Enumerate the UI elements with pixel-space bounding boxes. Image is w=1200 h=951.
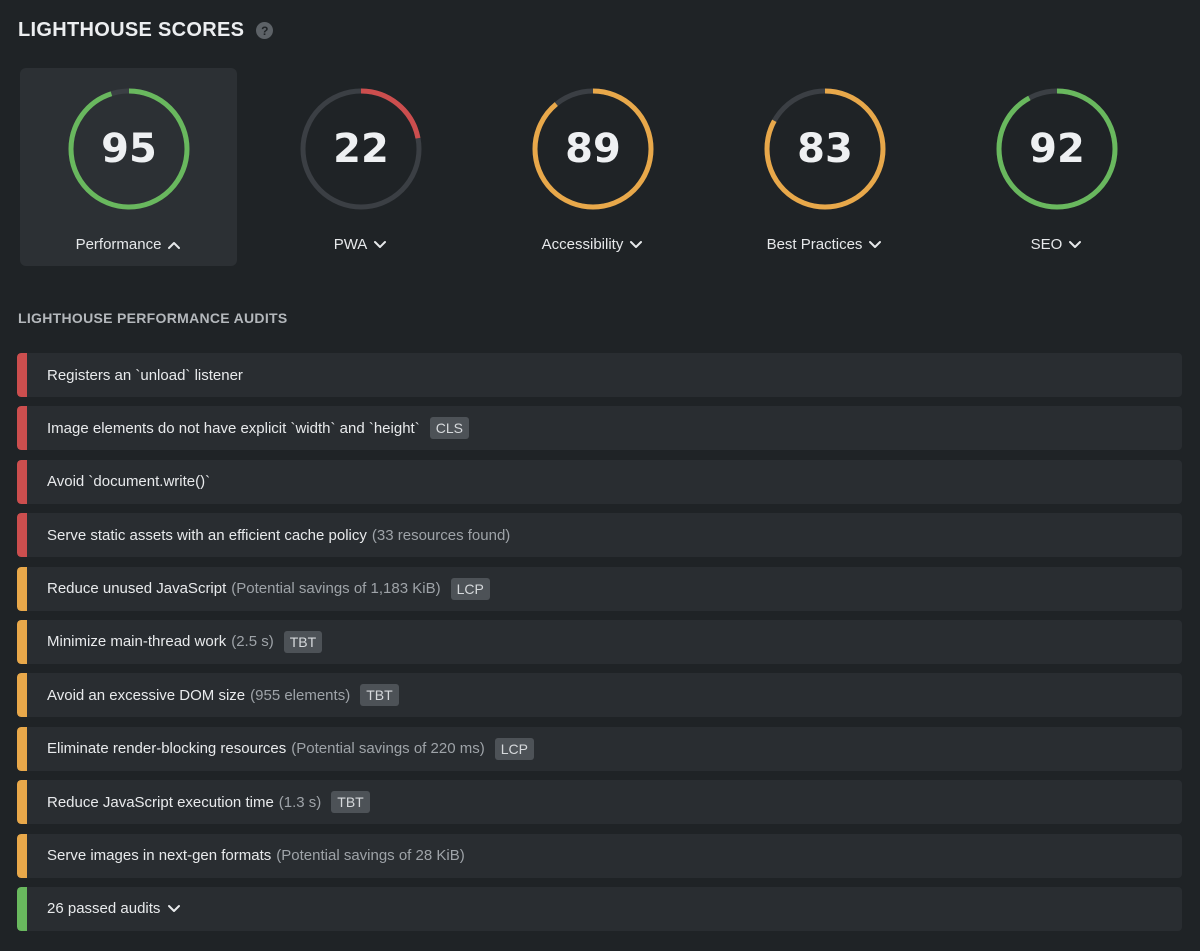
chevron-down-icon xyxy=(868,240,882,250)
audits-section-title: LIGHTHOUSE PERFORMANCE AUDITS xyxy=(18,310,288,326)
score-label-text: PWA xyxy=(333,236,368,253)
audit-title: Reduce unused JavaScript xyxy=(47,580,227,598)
metric-tag: CLS xyxy=(429,417,469,440)
status-bar xyxy=(17,886,27,931)
score-card-accessibility[interactable]: 89 Accessibility xyxy=(484,68,701,266)
audit-detail: (Potential savings of 220 ms) xyxy=(291,740,485,758)
passed-audits-label: 26 passed audits xyxy=(47,900,161,918)
gauge-ring xyxy=(68,88,190,210)
audit-row[interactable]: Serve images in next-gen formats (Potent… xyxy=(17,833,1182,878)
chevron-down-icon xyxy=(629,240,643,250)
metric-tag: LCP xyxy=(494,737,534,760)
audit-title: Minimize main-thread work xyxy=(47,633,227,651)
audit-title: Serve static assets with an efficient ca… xyxy=(47,526,367,544)
gauge-ring xyxy=(996,88,1118,210)
status-bar xyxy=(17,566,27,611)
audit-row[interactable]: Minimize main-thread work (2.5 s) TBT xyxy=(17,619,1182,664)
score-label: PWA xyxy=(252,236,469,253)
score-gauge: 95 xyxy=(68,88,190,210)
audit-row[interactable]: Avoid `document.write()` xyxy=(17,459,1182,504)
audit-detail: (1.3 s) xyxy=(278,793,322,811)
score-value: 95 xyxy=(101,126,157,172)
audit-detail: (Potential savings of 1,183 KiB) xyxy=(231,580,441,598)
metric-tag: LCP xyxy=(450,577,490,600)
score-label-text: SEO xyxy=(1030,236,1063,253)
status-bar xyxy=(17,780,27,825)
score-value: 89 xyxy=(565,126,621,172)
score-cards: 95 Performance 22 PWA xyxy=(20,68,1180,266)
score-gauge: 92 xyxy=(996,88,1118,210)
chevron-down-icon xyxy=(167,904,181,914)
gauge-ring xyxy=(300,88,422,210)
status-bar xyxy=(17,353,27,397)
score-label-text: Performance xyxy=(75,236,162,253)
passed-audits-toggle[interactable]: 26 passed audits xyxy=(17,886,1182,931)
score-card-best-practices[interactable]: 83 Best Practices xyxy=(716,68,933,266)
metric-tag: TBT xyxy=(283,630,323,653)
chevron-up-icon xyxy=(167,240,181,250)
score-card-pwa[interactable]: 22 PWA xyxy=(252,68,469,266)
score-label-text: Best Practices xyxy=(766,236,863,253)
audit-title: Reduce JavaScript execution time xyxy=(47,793,274,811)
audit-title: Image elements do not have explicit `wid… xyxy=(47,419,420,437)
score-value: 92 xyxy=(1029,126,1085,172)
audit-detail: (955 elements) xyxy=(250,686,351,704)
metric-tag: TBT xyxy=(331,791,370,814)
score-label: SEO xyxy=(948,236,1165,253)
audit-title: Eliminate render-blocking resources xyxy=(47,740,287,758)
score-gauge: 83 xyxy=(764,88,886,210)
score-value: 83 xyxy=(797,126,853,172)
audit-row[interactable]: Serve static assets with an efficient ca… xyxy=(17,513,1182,558)
metric-tag: TBT xyxy=(360,684,399,707)
status-bar xyxy=(17,459,27,504)
audit-row[interactable]: Eliminate render-blocking resources (Pot… xyxy=(17,726,1182,771)
score-label-text: Accessibility xyxy=(541,236,624,253)
help-icon[interactable]: ? xyxy=(256,22,274,39)
gauge-ring xyxy=(532,88,654,210)
audit-list: Registers an `unload` listener Image ele… xyxy=(17,353,1182,940)
status-bar xyxy=(17,406,27,451)
status-bar xyxy=(17,673,27,718)
audit-row[interactable]: Reduce unused JavaScript (Potential savi… xyxy=(17,566,1182,611)
gauge-ring xyxy=(764,88,886,210)
audit-row[interactable]: Avoid an excessive DOM size (955 element… xyxy=(17,673,1182,718)
chevron-down-icon xyxy=(373,240,387,250)
audit-row[interactable]: Image elements do not have explicit `wid… xyxy=(17,406,1182,451)
chevron-down-icon xyxy=(1068,240,1082,250)
score-card-seo[interactable]: 92 SEO xyxy=(948,68,1165,266)
scores-header: LIGHTHOUSE SCORES ? xyxy=(18,19,274,42)
audit-title: Avoid an excessive DOM size xyxy=(47,686,246,704)
score-value: 22 xyxy=(333,126,389,172)
score-label: Accessibility xyxy=(484,236,701,253)
status-bar xyxy=(17,833,27,878)
score-card-performance[interactable]: 95 Performance xyxy=(20,68,237,266)
audit-row[interactable]: Registers an `unload` listener xyxy=(17,353,1182,397)
status-bar xyxy=(17,726,27,771)
audit-title: Serve images in next-gen formats xyxy=(47,847,272,865)
score-gauge: 22 xyxy=(300,88,422,210)
audit-title: Avoid `document.write()` xyxy=(47,473,211,491)
section-title: LIGHTHOUSE SCORES xyxy=(18,19,245,41)
audit-detail: (2.5 s) xyxy=(231,633,274,651)
audit-detail: (33 resources found) xyxy=(371,526,511,544)
score-label: Best Practices xyxy=(716,236,933,253)
audit-row[interactable]: Reduce JavaScript execution time (1.3 s)… xyxy=(17,780,1182,825)
audit-title: Registers an `unload` listener xyxy=(47,366,243,384)
score-label: Performance xyxy=(20,236,237,253)
status-bar xyxy=(17,513,27,558)
audit-detail: (Potential savings of 28 KiB) xyxy=(276,847,465,865)
status-bar xyxy=(17,619,27,664)
score-gauge: 89 xyxy=(532,88,654,210)
